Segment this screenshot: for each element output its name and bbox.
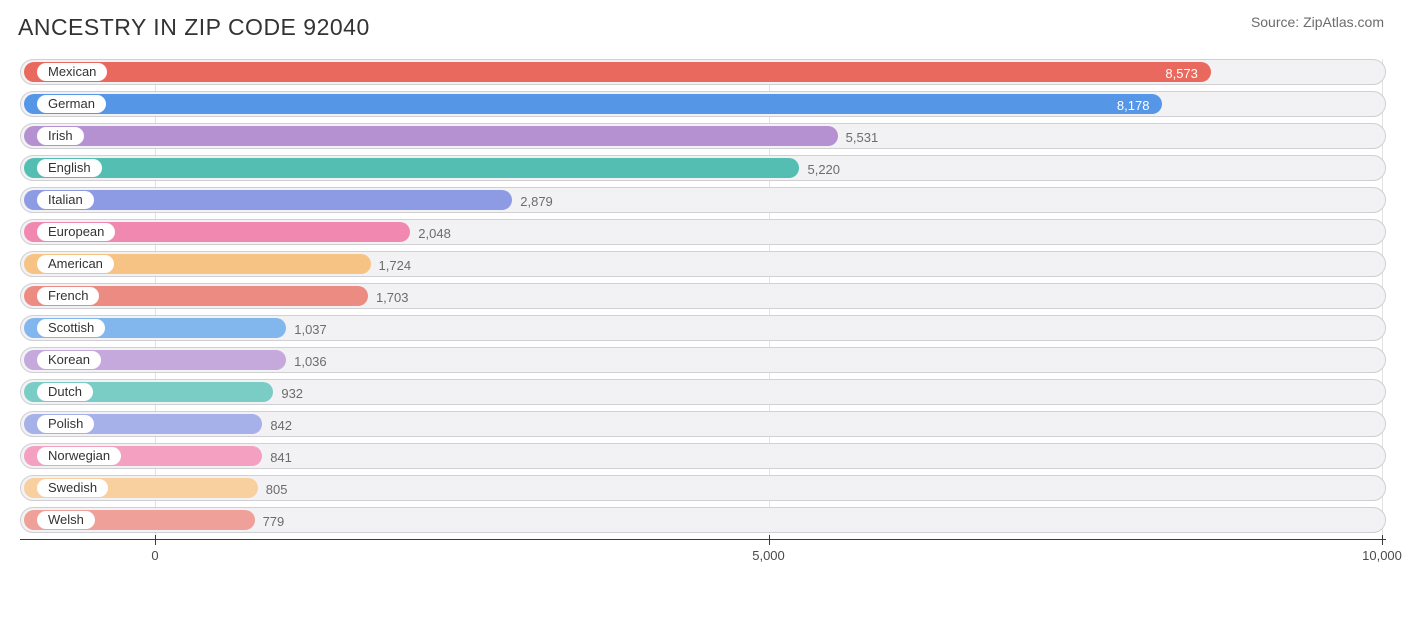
bar-row: French 1,703 xyxy=(20,283,1386,309)
bar-value-label: 805 xyxy=(258,476,288,502)
bar-track: Dutch 932 xyxy=(20,379,1386,405)
chart-source: Source: ZipAtlas.com xyxy=(1251,14,1384,30)
bar-track: English 5,220 xyxy=(20,155,1386,181)
bar-value-label: 5,220 xyxy=(799,156,840,182)
bar-value-label: 1,036 xyxy=(286,348,327,374)
x-axis: 05,00010,000 xyxy=(20,539,1386,569)
chart-title: ANCESTRY IN ZIP CODE 92040 xyxy=(18,14,370,41)
bar-row: Italian 2,879 xyxy=(20,187,1386,213)
bar-value-label: 841 xyxy=(262,444,292,470)
bar-row: American 1,724 xyxy=(20,251,1386,277)
bar-row: Welsh 779 xyxy=(20,507,1386,533)
axis-tick xyxy=(155,535,156,545)
bar-fill xyxy=(24,158,799,178)
bar-category-label: German xyxy=(37,95,106,113)
bar-category-label: Dutch xyxy=(37,383,93,401)
bar-row: English 5,220 xyxy=(20,155,1386,181)
bar-category-label: Polish xyxy=(37,415,94,433)
bar-value-label: 842 xyxy=(262,412,292,438)
bar-fill xyxy=(24,190,512,210)
bar-value-label: 8,178 xyxy=(21,92,1159,118)
bar-value-label: 2,879 xyxy=(512,188,553,214)
bar-row: European 2,048 xyxy=(20,219,1386,245)
bar-row: Dutch 932 xyxy=(20,379,1386,405)
bar-category-label: Irish xyxy=(37,127,84,145)
bar-category-label: English xyxy=(37,159,102,177)
bar-value-label: 1,037 xyxy=(286,316,327,342)
bar-category-label: Swedish xyxy=(37,479,108,497)
bar-value-label: 2,048 xyxy=(410,220,451,246)
bar-value-label: 1,703 xyxy=(368,284,409,310)
bar-category-label: Welsh xyxy=(37,511,95,529)
bar-track: European 2,048 xyxy=(20,219,1386,245)
bar-track: Norwegian 841 xyxy=(20,443,1386,469)
bar-track: American 1,724 xyxy=(20,251,1386,277)
bar-row: Norwegian 841 xyxy=(20,443,1386,469)
bar-category-label: Mexican xyxy=(37,63,107,81)
bar-track: Welsh 779 xyxy=(20,507,1386,533)
bar-value-label: 8,573 xyxy=(21,60,1208,86)
bar-category-label: Scottish xyxy=(37,319,105,337)
bar-track: Mexican8,573 xyxy=(20,59,1386,85)
bar-row: Swedish 805 xyxy=(20,475,1386,501)
bar-row: Polish 842 xyxy=(20,411,1386,437)
bar-row: Irish 5,531 xyxy=(20,123,1386,149)
bar-row: Korean 1,036 xyxy=(20,347,1386,373)
axis-tick-label: 0 xyxy=(151,548,158,563)
bar-value-label: 1,724 xyxy=(371,252,412,278)
bar-track: Italian 2,879 xyxy=(20,187,1386,213)
bar-track: German8,178 xyxy=(20,91,1386,117)
bar-category-label: American xyxy=(37,255,114,273)
bar-value-label: 932 xyxy=(273,380,303,406)
bar-track: Scottish 1,037 xyxy=(20,315,1386,341)
bar-category-label: French xyxy=(37,287,99,305)
bar-category-label: Norwegian xyxy=(37,447,121,465)
axis-tick-label: 10,000 xyxy=(1362,548,1402,563)
bar-row: German8,178 xyxy=(20,91,1386,117)
bar-track: French 1,703 xyxy=(20,283,1386,309)
chart-area: Mexican8,573 German8,178 Irish 5,531 English… xyxy=(20,59,1386,569)
bar-category-label: Korean xyxy=(37,351,101,369)
bar-track: Swedish 805 xyxy=(20,475,1386,501)
bar-row: Mexican8,573 xyxy=(20,59,1386,85)
bar-value-label: 779 xyxy=(255,508,285,534)
axis-tick xyxy=(769,535,770,545)
bar-row: Scottish 1,037 xyxy=(20,315,1386,341)
bar-track: Korean 1,036 xyxy=(20,347,1386,373)
bar-track: Polish 842 xyxy=(20,411,1386,437)
axis-tick xyxy=(1382,535,1383,545)
bar-category-label: European xyxy=(37,223,115,241)
chart-header: ANCESTRY IN ZIP CODE 92040 Source: ZipAt… xyxy=(0,0,1406,47)
bar-category-label: Italian xyxy=(37,191,94,209)
bar-track: Irish 5,531 xyxy=(20,123,1386,149)
bar-fill xyxy=(24,126,838,146)
axis-tick-label: 5,000 xyxy=(752,548,785,563)
bar-value-label: 5,531 xyxy=(838,124,879,150)
